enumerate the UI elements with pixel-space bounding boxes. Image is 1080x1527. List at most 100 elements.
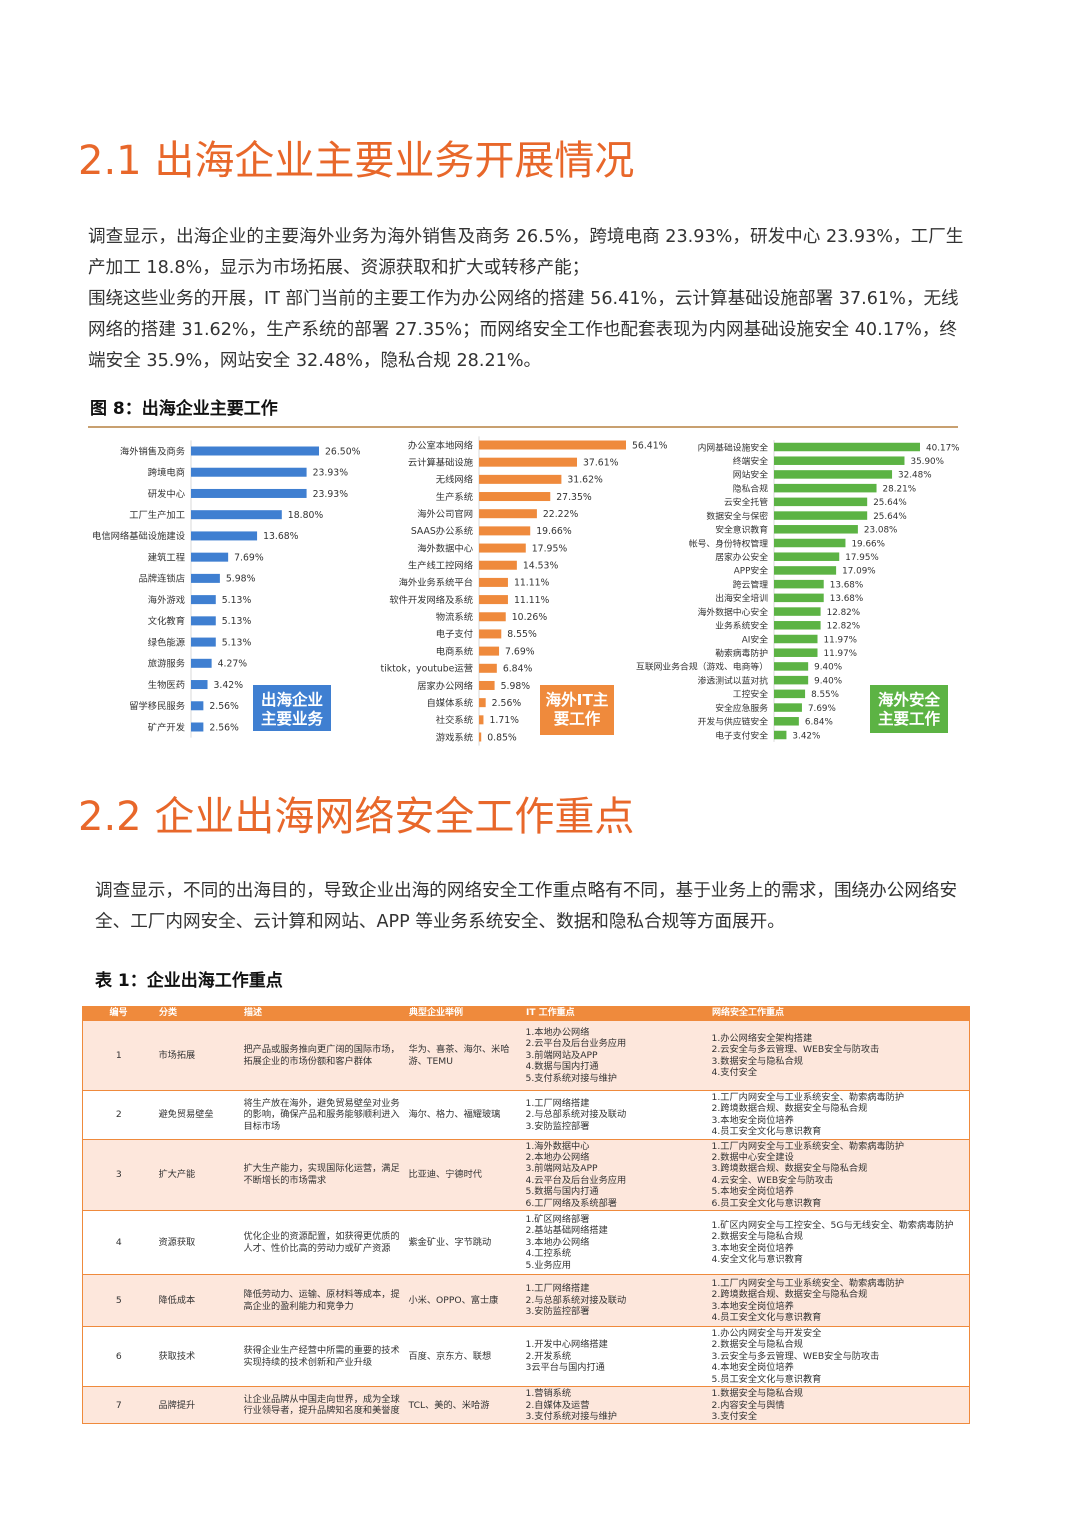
table-header-row: 编号 分类 描述 典型企业举例 IT 工作重点 网络安全工作重点: [82, 1006, 970, 1021]
data-label: 11.97%: [824, 635, 858, 645]
table-row: 2 避免贸易壁垒 将生产放在海外，避免贸易壁垒对业务的影响，确保产品和服务能够顺利进…: [82, 1090, 970, 1140]
bar: [191, 488, 307, 498]
category-label: 内网基础设施安全: [698, 441, 769, 453]
security-focus-item: 2.数据安全与隐私合规: [711, 1231, 803, 1243]
bar: [191, 510, 282, 520]
category-label: 研发中心: [148, 488, 185, 500]
it-focus-item: 2.本地办公网络: [525, 1152, 590, 1164]
bar: [774, 483, 877, 493]
category-label: 终端安全: [733, 455, 768, 467]
data-label: 22.22%: [543, 509, 579, 520]
header-it-focus: IT 工作重点: [521, 1006, 708, 1021]
category-label: APP安全: [734, 565, 768, 577]
data-label: 12.82%: [827, 622, 861, 632]
bar: [774, 648, 818, 657]
security-focus-item: 4.云安全、WEB安全与防攻击: [711, 1174, 834, 1186]
security-focus-item: 4.支付安全: [711, 1066, 758, 1078]
row-category: 市场拓展: [154, 1020, 240, 1091]
chart-badge-text: 要工作: [554, 709, 601, 728]
data-label: 35.90%: [910, 457, 944, 467]
bar: [774, 497, 868, 507]
security-focus-item: 1.工厂内网安全与工业系统安全、勒索病毒防护: [711, 1277, 905, 1289]
bar: [479, 577, 508, 587]
paragraph-security-focus: 调查显示，不同的出海目的，导致企业出海的网络安全工作重点略有不同，基于业务上的需…: [95, 881, 958, 932]
it-focus-item: 2.与总部系统对接及联动: [525, 1109, 627, 1121]
security-focus-item: 3.云安全与多云管理、WEB安全与防攻击: [711, 1350, 880, 1362]
security-focus-item: 3.跨境数据合规、数据安全与隐私合规: [711, 1163, 868, 1175]
category-label: 隐私合规: [733, 482, 768, 494]
category-label: 生物医药: [148, 679, 185, 691]
data-label: 5.98%: [501, 681, 531, 692]
row-number: 6: [82, 1326, 155, 1388]
bar: [479, 715, 484, 725]
bar: [479, 698, 486, 708]
bar: [479, 595, 508, 605]
it-focus-item: 1.营销系统: [525, 1388, 572, 1400]
category-label: 勒索病毒防护: [715, 647, 768, 659]
security-focus-item: 1.工厂内网安全与工业系统安全、勒索病毒防护: [711, 1140, 905, 1152]
main-work-charts: 海外销售及商务 26.50% 跨境电商 23.93% 研发中心 23.93% 工厂生产加工 1…: [92, 436, 960, 746]
it-focus-item: 3.本地办公网络: [525, 1236, 590, 1248]
category-label: SAAS办公系统: [411, 525, 473, 537]
bar: [479, 457, 578, 467]
security-focus-item: 2.数据安全与隐私合规: [711, 1339, 803, 1351]
category-label: 游戏系统: [436, 731, 473, 743]
it-focus-item: 2.基站基础网络搭建: [525, 1225, 608, 1237]
row-it-focus: 1.本地办公网络 2.云平台及后台业务应用 3.前端网站及APP 4.数据与国内打通 5…: [521, 1020, 708, 1091]
data-label: 12.82%: [827, 608, 861, 618]
it-focus-item: 2.开发系统: [525, 1350, 572, 1362]
bar: [191, 467, 307, 477]
data-label: 17.09%: [842, 567, 876, 577]
data-label: 2.56%: [209, 701, 239, 712]
row-examples: 海尔、格力、福耀玻璃: [404, 1090, 522, 1140]
bar: [774, 579, 824, 589]
category-label: 电子支付: [436, 628, 473, 640]
data-label: 13.68%: [830, 594, 864, 604]
category-label: 渗透测试以蓝对抗: [698, 674, 769, 686]
section-heading-2-1: 2.1 出海企业主要业务开展情况: [78, 138, 635, 184]
data-label: 2.56%: [209, 722, 239, 733]
category-label: 留学移民服务: [129, 700, 185, 712]
bar: [191, 531, 258, 541]
it-focus-item: 4.工控系统: [525, 1248, 572, 1260]
security-focus-item: 4.员工安全文化与意识教育: [711, 1311, 822, 1323]
header-description: 描述: [239, 1006, 405, 1021]
it-focus-item: 2.与总部系统对接及联动: [525, 1294, 627, 1306]
row-category: 资源获取: [154, 1210, 240, 1276]
data-label: 11.97%: [824, 649, 858, 659]
category-label: 数据安全与保密: [706, 510, 768, 522]
table-row: 6 获取技术 获得企业生产经营中所需的重要的技术实现持续的技术创新和产业升级 百度、京…: [82, 1326, 970, 1388]
security-focus-item: 1.数据安全与隐私合规: [711, 1388, 803, 1400]
bar: [479, 474, 562, 484]
bar: [191, 573, 220, 583]
work-focus-table: 编号 分类 描述 典型企业举例 IT 工作重点 网络安全工作重点 1 市场拓展 把产…: [82, 1006, 970, 1425]
category-label: 软件开发网络及系统: [389, 594, 473, 606]
data-label: 5.98%: [226, 574, 256, 585]
data-label: 1.71%: [489, 715, 519, 726]
data-label: 56.41%: [632, 440, 668, 451]
row-number: 7: [82, 1386, 155, 1425]
category-label: 跨云管理: [733, 578, 768, 590]
category-label: 业务系统安全: [715, 620, 768, 632]
data-label: 23.93%: [313, 489, 349, 500]
it-focus-item: 1.工厂网络搭建: [525, 1097, 590, 1109]
paragraph-it-work: 围绕这些业务的开展，IT 部门当前的主要工作为办公网络的搭建 56.41%，云计…: [88, 289, 959, 371]
data-label: 37.61%: [583, 457, 619, 468]
category-label: 出海安全培训: [715, 592, 768, 604]
header-security-focus: 网络安全工作重点: [707, 1006, 970, 1021]
bar: [191, 658, 212, 668]
bar: [774, 470, 893, 479]
section-1-paragraph: 调查显示，出海企业的主要海外业务为海外销售及商务 26.5%，跨境电商 23.9…: [88, 222, 968, 377]
category-label: 帐号、身份特权管理: [689, 537, 768, 549]
row-description: 将生产放在海外，避免贸易壁垒对业务的影响，确保产品和服务能够顺利进入目标市场: [239, 1090, 405, 1140]
bar: [191, 701, 204, 711]
data-label: 5.13%: [222, 595, 252, 606]
bar-chart-1: 海外销售及商务 26.50% 跨境电商 23.93% 研发中心 23.93% 工厂生产加工 1…: [92, 440, 361, 738]
it-focus-item: 3云平台与国内打通: [525, 1362, 605, 1374]
row-it-focus: 1.工厂网络搭建 2.与总部系统对接及联动 3.安防监控部署: [521, 1274, 708, 1328]
chart-badge-text: 主要业务: [261, 709, 324, 728]
security-focus-item: 5.本地安全岗位培养: [711, 1186, 794, 1198]
category-label: 电商系统: [436, 645, 473, 657]
data-label: 3.42%: [214, 680, 244, 691]
bar: [191, 722, 204, 732]
